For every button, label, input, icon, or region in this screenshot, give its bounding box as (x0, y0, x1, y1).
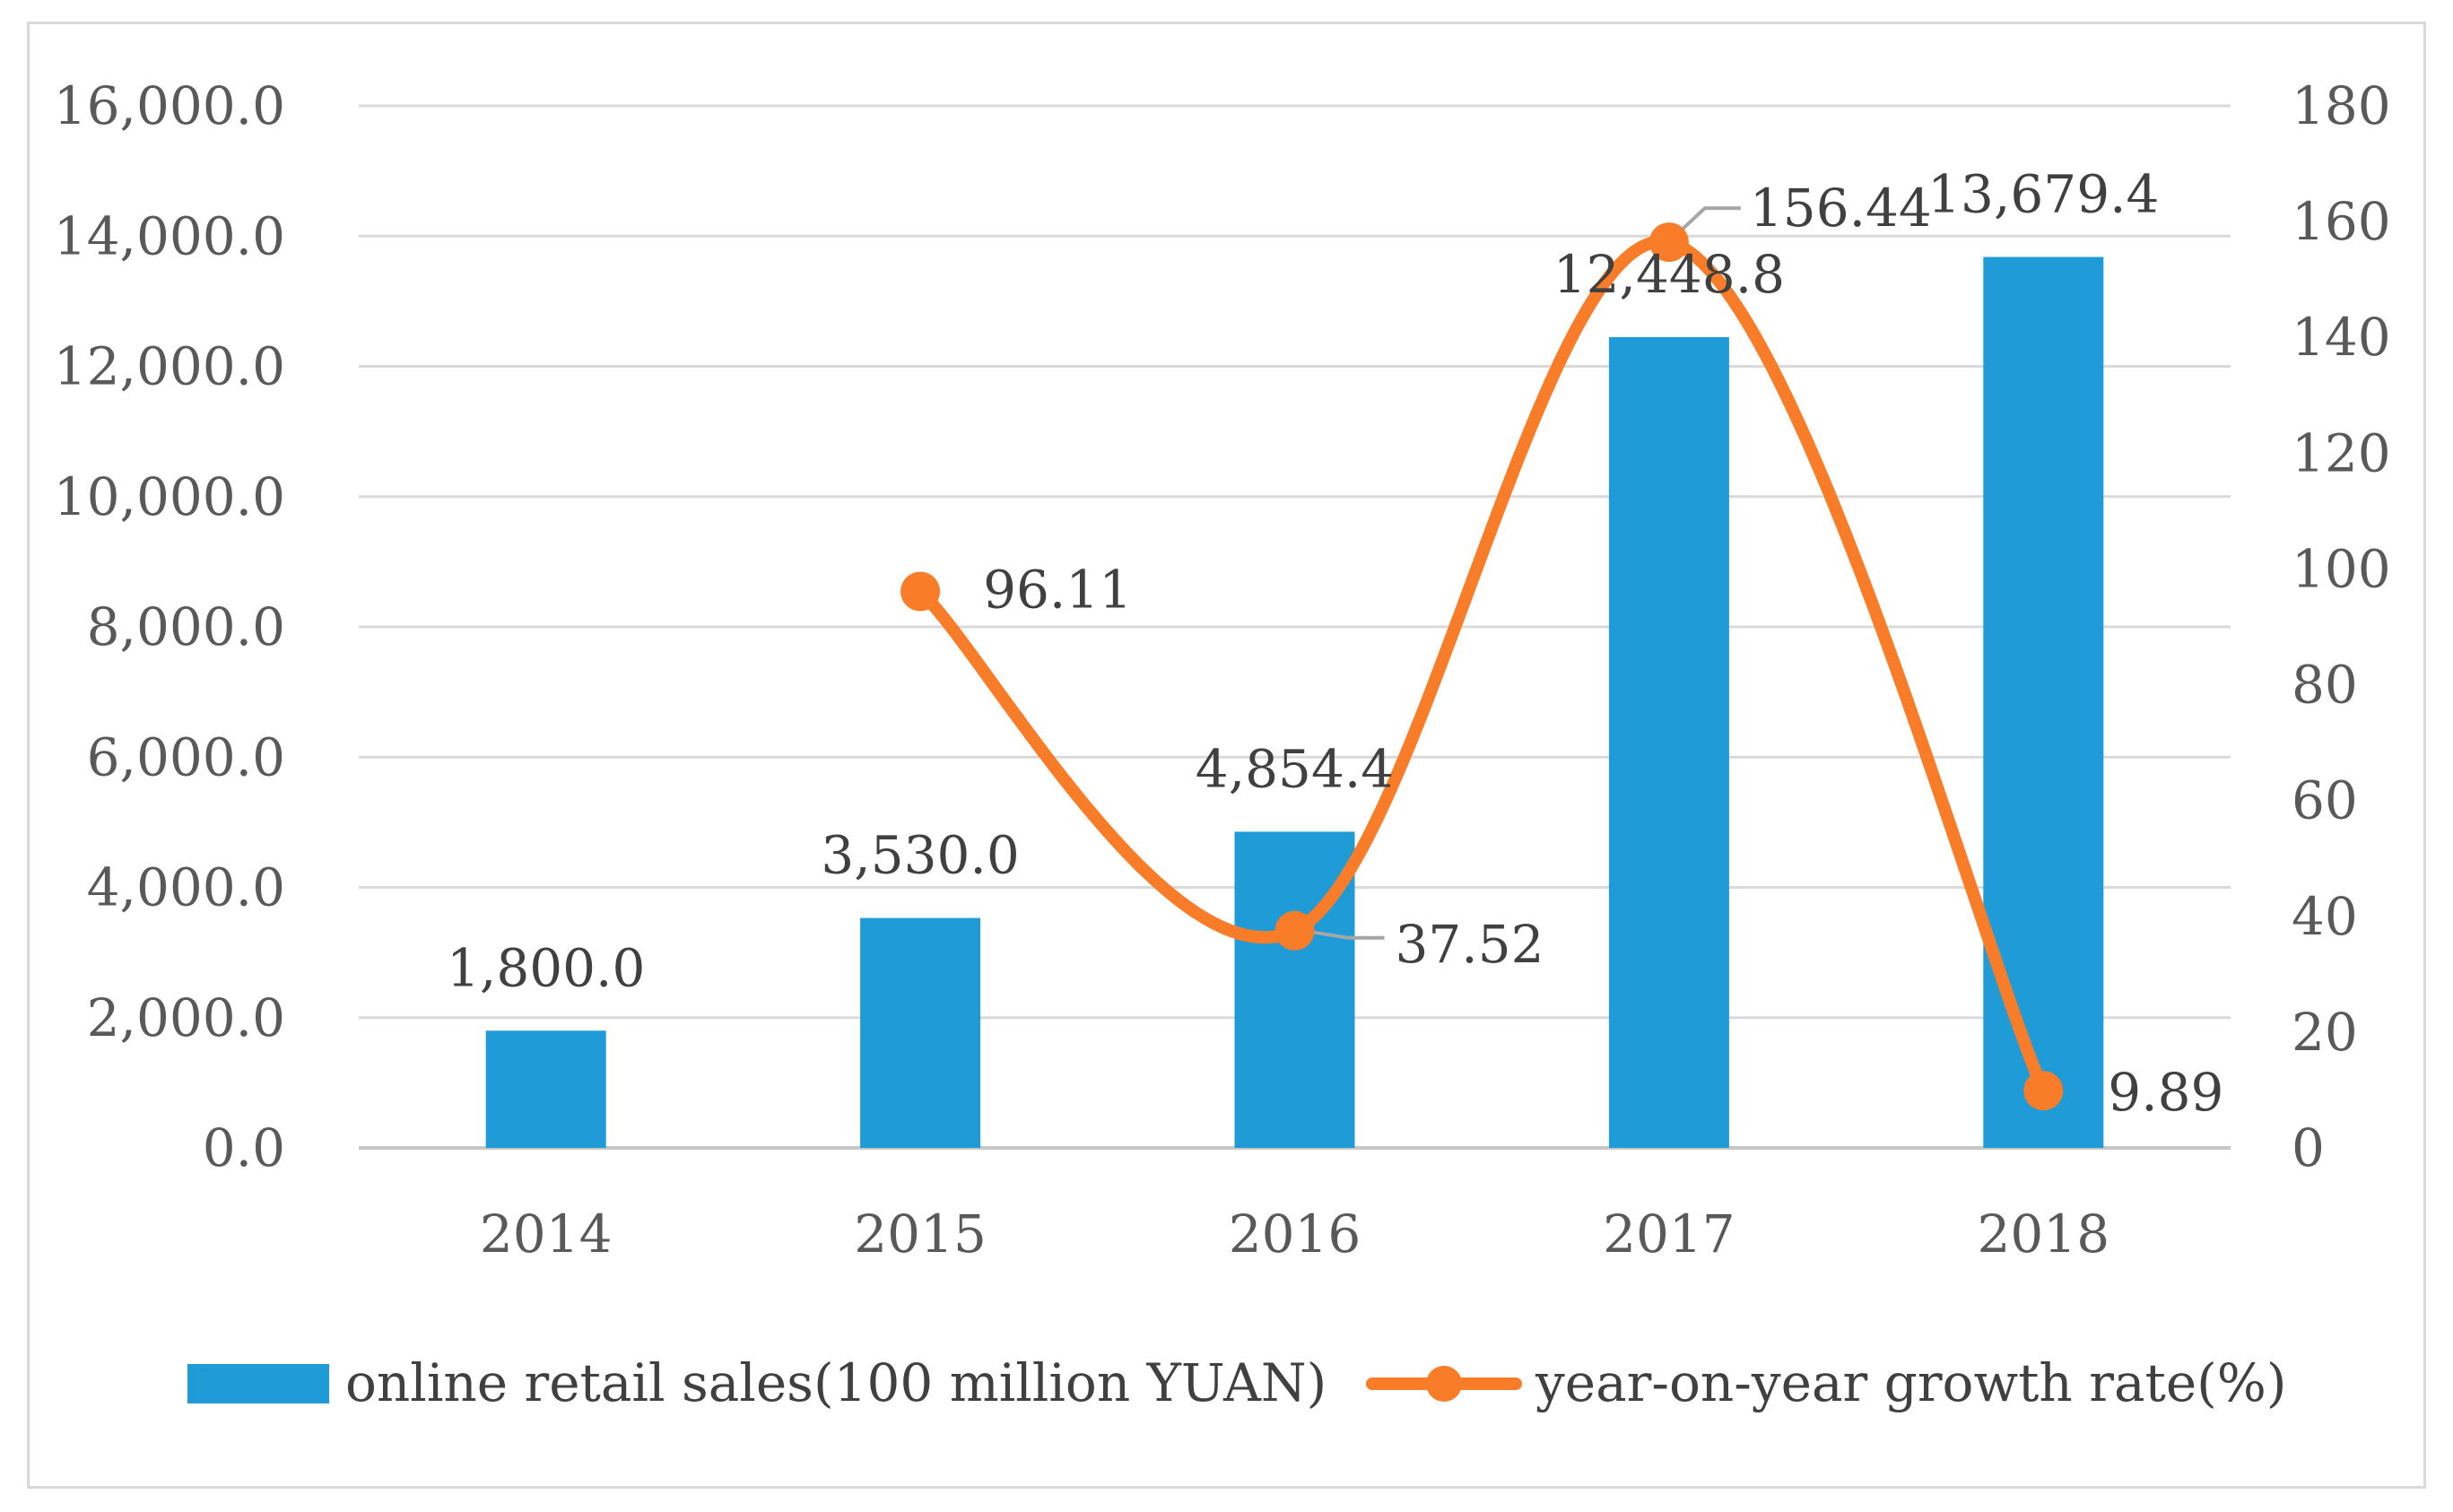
right-axis-tick-label: 80 (2292, 655, 2358, 716)
line-data-label: 37.52 (1396, 914, 1544, 975)
leader-line (1676, 206, 1741, 235)
line-series (900, 222, 2064, 1111)
legend-line-label: year-on-year growth rate(%) (1535, 1352, 2287, 1413)
right-axis-ticks: 0 20 40 60 80 100 120 140 160 180 (2292, 75, 2391, 1178)
bar-2014 (485, 1030, 606, 1148)
left-axis-tick-label: 4,000.0 (87, 857, 285, 918)
left-axis-tick-label: 10,000.0 (54, 466, 285, 527)
left-axis-tick-label: 8,000.0 (87, 596, 285, 657)
growth-point-2015 (900, 571, 941, 612)
bar-series (485, 256, 2104, 1149)
line-data-label: 96.11 (983, 560, 1132, 621)
bar-data-label: 13,679.4 (1927, 164, 2159, 225)
left-axis-tick-label: 0.0 (203, 1117, 285, 1178)
line-data-labels: 96.11 37.52 156.44 9.89 (983, 178, 2223, 1123)
left-axis-tick-label: 2,000.0 (87, 987, 285, 1048)
x-axis-tick-label: 2018 (1977, 1204, 2109, 1264)
bar-2018 (1983, 256, 2104, 1148)
right-axis-tick-label: 160 (2292, 191, 2391, 252)
bar-data-label: 3,530.0 (821, 825, 1019, 886)
bar-2015 (860, 917, 981, 1148)
x-axis-tick-label: 2017 (1603, 1204, 1735, 1264)
bar-data-label: 1,800.0 (447, 937, 645, 998)
bar-data-label: 12,448.8 (1553, 244, 1785, 305)
right-axis-tick-label: 20 (2292, 1002, 2358, 1063)
legend-bar-swatch (187, 1364, 329, 1403)
bar-data-label: 4,854.4 (1196, 738, 1394, 799)
growth-point-2018 (2023, 1071, 2064, 1111)
x-axis-ticks: 2014 2015 2016 2017 2018 (480, 1204, 2109, 1264)
x-axis-tick-label: 2016 (1229, 1204, 1361, 1264)
leader-line (1303, 928, 1385, 940)
left-axis-tick-label: 16,000.0 (54, 75, 285, 136)
left-axis-tick-label: 14,000.0 (54, 205, 285, 266)
bar-data-labels: 1,800.0 3,530.0 4,854.4 12,448.8 13,679.4 (447, 164, 2159, 999)
growth-point-2016 (1274, 910, 1315, 951)
line-data-label: 9.89 (2108, 1062, 2223, 1123)
leader-lines (1303, 206, 1741, 940)
left-axis-ticks: 0.0 2,000.0 4,000.0 6,000.0 8,000.0 10,000.0 1… (54, 75, 285, 1178)
right-axis-tick-label: 0 (2292, 1117, 2325, 1178)
right-axis-tick-label: 180 (2292, 75, 2391, 136)
legend: online retail sales(100 million YUAN) ye… (187, 1352, 2287, 1413)
growth-point-2017 (1648, 222, 1689, 263)
left-axis-tick-label: 12,000.0 (54, 336, 285, 397)
gridlines (359, 104, 2231, 1150)
right-axis-tick-label: 60 (2292, 770, 2358, 831)
legend-bar-label: online retail sales(100 million YUAN) (345, 1352, 1327, 1413)
right-axis-tick-label: 40 (2292, 886, 2358, 947)
x-axis-tick-label: 2014 (480, 1204, 613, 1264)
left-axis-tick-label: 6,000.0 (87, 726, 285, 787)
x-axis-tick-label: 2015 (854, 1204, 987, 1264)
growth-rate-line (914, 235, 2050, 1098)
right-axis-tick-label: 100 (2292, 538, 2391, 599)
legend-line-marker (1426, 1366, 1462, 1402)
line-data-label: 156.44 (1750, 178, 1932, 239)
bar-2017 (1608, 336, 1729, 1149)
right-axis-tick-label: 120 (2292, 422, 2391, 483)
right-axis-tick-label: 140 (2292, 307, 2391, 368)
